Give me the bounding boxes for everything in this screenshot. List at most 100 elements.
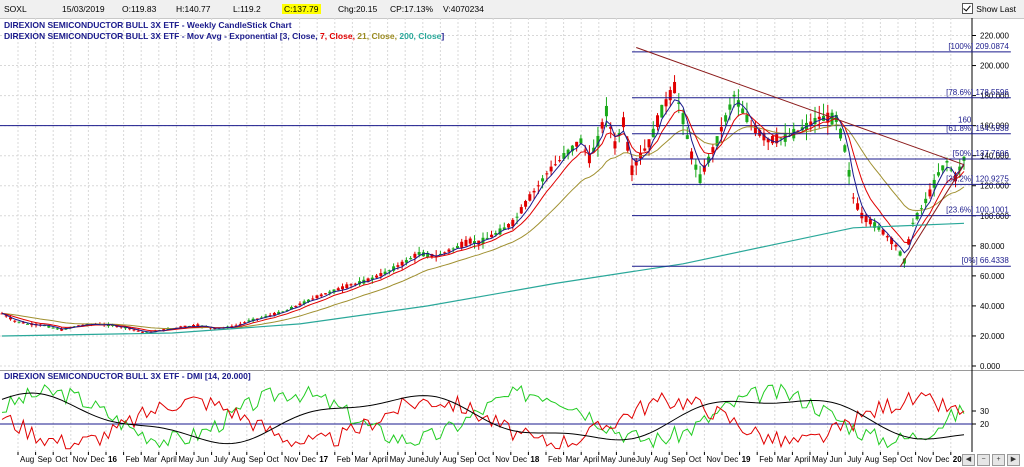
x-axis-label: Oct [55, 455, 68, 464]
candle-body [664, 99, 668, 107]
candle-body [417, 252, 421, 255]
price-chart-panel[interactable]: 0.000 20.000 40.000 60.000 80.000 100.000 120.… [0, 18, 1024, 371]
ema-200-line [1, 222, 965, 337]
x-axis-label: Oct [900, 455, 913, 464]
candle-body [507, 223, 511, 228]
candle-body [315, 295, 319, 299]
x-axis-label: July [847, 455, 861, 464]
candle-body [579, 138, 583, 144]
candle-body [656, 115, 660, 127]
candle-body [890, 237, 894, 245]
candle-body [443, 252, 447, 254]
x-axis-label: May [178, 455, 193, 464]
x-axis-label: June [407, 455, 425, 464]
x-axis-label: Dec [935, 455, 949, 464]
candle-body [319, 294, 323, 297]
x-axis-label: April [372, 455, 388, 464]
x-axis-label: Sep [882, 455, 897, 464]
ma-legend-prefix: DIREXION SEMICONDUCTOR BULL 3X ETF - Mov… [4, 31, 283, 41]
candle-body [719, 127, 723, 132]
x-axis-label: 20 [953, 455, 962, 464]
candle-body [179, 326, 183, 328]
scroll-right-icon[interactable]: ▶ [1007, 454, 1020, 466]
candle-body [694, 164, 698, 170]
candle-body [455, 246, 459, 248]
candle-body [494, 233, 498, 235]
zoom-in-icon[interactable]: + [992, 454, 1005, 466]
candle-body [907, 239, 911, 245]
candle-body [404, 260, 408, 263]
scroll-controls: ◀ − + ▶ [962, 454, 1020, 466]
x-axis-label: Jun [196, 455, 209, 464]
candle-body [634, 160, 638, 166]
candle-body [711, 147, 715, 153]
candle-body [17, 321, 21, 323]
candle-body [545, 173, 549, 175]
candle-body [400, 261, 404, 266]
dmi-indicator-panel[interactable]: 30 20 DIREXION SEMICONDUCTOR BULL 3X ETF … [0, 370, 1024, 452]
candle-body [515, 216, 519, 218]
y-axis-tick-label: 40.000 [980, 302, 1005, 311]
x-axis-label: Dec [724, 455, 738, 464]
x-axis-label: Feb [759, 455, 773, 464]
candle-body [294, 305, 298, 307]
candle-body [251, 318, 255, 322]
candle-body [324, 293, 328, 295]
change-percent-value: CP:17.13% [390, 4, 433, 14]
candle-body [864, 214, 868, 223]
x-axis-label: Sep [460, 455, 475, 464]
x-axis-label: Mar [777, 455, 791, 464]
checkbox-checked-icon[interactable] [962, 3, 974, 14]
candle-body [762, 132, 766, 141]
y-axis-tick-label: 140.000 [980, 152, 1009, 161]
candle-body [596, 135, 600, 147]
candle-body [826, 112, 830, 123]
candle-body [958, 166, 962, 171]
candle-body [392, 266, 396, 271]
candle-body [677, 102, 681, 105]
x-axis-label: June [618, 455, 636, 464]
candle-body [690, 151, 694, 160]
candle-body [162, 329, 166, 331]
candle-body [285, 309, 289, 311]
zoom-out-icon[interactable]: − [977, 454, 990, 466]
candle-body [140, 331, 144, 333]
candle-body [260, 317, 264, 319]
volume-value: V:4070234 [443, 4, 484, 14]
candle-body [809, 121, 813, 125]
x-axis-label: April [583, 455, 599, 464]
candle-body [651, 128, 655, 138]
show-last-toggle[interactable]: Show Last [962, 3, 1016, 14]
candle-body [264, 315, 268, 318]
candle-body [464, 239, 468, 246]
candle-body [43, 325, 47, 327]
candle-body [902, 258, 906, 264]
ma-legend-suffix: ] [441, 31, 445, 41]
low-value: L:119.2 [233, 4, 261, 14]
candle-body [604, 105, 608, 117]
candle-body [911, 222, 915, 224]
candle-body [775, 134, 779, 144]
x-axis-label: Oct [266, 455, 279, 464]
fib-level-label: [100%] 209.0874 [948, 42, 1009, 51]
x-axis-label: Oct [478, 455, 491, 464]
candle-body [136, 330, 140, 332]
candle-body [328, 291, 332, 294]
ema-21-line [1, 124, 965, 329]
x-axis-label: Nov [918, 455, 932, 464]
candle-body [272, 312, 276, 316]
y-axis-tick-label: 60.000 [980, 272, 1005, 281]
candle-body [877, 226, 881, 230]
scroll-left-icon[interactable]: ◀ [962, 454, 975, 466]
x-axis-label: 16 [108, 455, 117, 464]
candle-body [192, 324, 196, 327]
x-axis-label: 19 [742, 455, 751, 464]
dmi-plus-line [1, 383, 965, 449]
dmi-legend: DIREXION SEMICONDUCTOR BULL 3X ETF - DMI… [4, 371, 251, 381]
candle-body [617, 132, 621, 136]
candle-body [502, 227, 506, 230]
candle-body [230, 326, 234, 328]
chart-title: DIREXION SEMICONDUCTOR BULL 3X ETF - Wee… [4, 20, 292, 30]
candle-body [830, 112, 834, 125]
candle-body [685, 135, 689, 139]
